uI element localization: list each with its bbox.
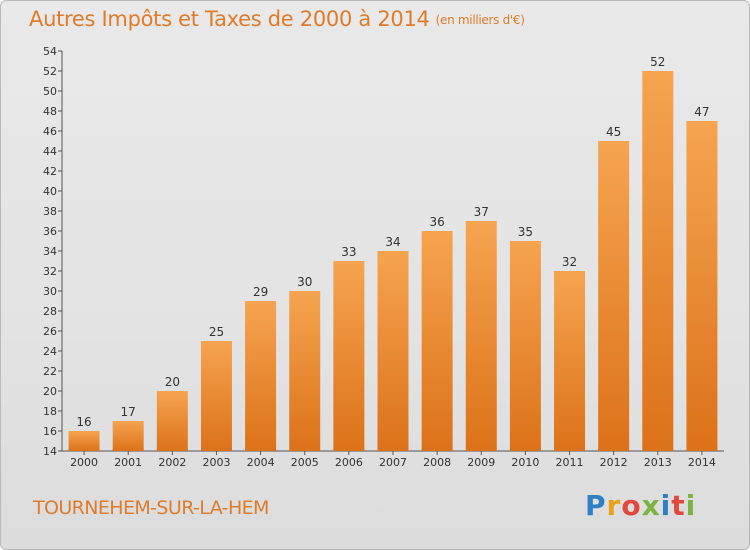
data-label-2009: 37 [474, 205, 489, 219]
y-tick-label: 48 [43, 105, 57, 118]
logo-letter: i [685, 489, 697, 522]
data-label-2010: 35 [518, 225, 533, 239]
bar-2007 [377, 251, 409, 451]
chart-subtitle: (en milliers d'€) [435, 13, 525, 27]
logo-letter: i [660, 489, 672, 522]
y-tick-label: 30 [43, 285, 57, 298]
y-tick-label: 46 [43, 125, 57, 138]
data-label-2012: 45 [606, 125, 621, 139]
bar-2006 [333, 261, 365, 451]
bar-2014 [686, 121, 718, 451]
bar-2002 [156, 391, 188, 451]
data-label-2013: 52 [650, 55, 665, 69]
y-tick-label: 28 [43, 305, 57, 318]
bar-2011 [554, 271, 586, 451]
bar-2012 [598, 141, 630, 451]
bar-2005 [289, 291, 321, 451]
x-tick-label-2003: 2003 [202, 456, 230, 469]
bar-2010 [509, 241, 541, 451]
town-name: TOURNEHEM-SUR-LA-HEM [33, 497, 269, 519]
y-tick-label: 24 [43, 345, 57, 358]
x-tick-label-2006: 2006 [335, 456, 363, 469]
y-tick-label: 14 [43, 445, 57, 458]
bar-2008 [421, 231, 453, 451]
data-label-2008: 36 [429, 215, 444, 229]
logo-letter: r [606, 489, 622, 522]
data-label-2004: 29 [253, 285, 268, 299]
y-tick-label: 38 [43, 205, 57, 218]
y-tick-label: 44 [43, 145, 57, 158]
y-tick-label: 26 [43, 325, 57, 338]
x-tick-label-2010: 2010 [511, 456, 539, 469]
y-tick-label: 50 [43, 85, 57, 98]
x-tick-label-2004: 2004 [247, 456, 275, 469]
data-label-2002: 20 [165, 375, 180, 389]
y-tick-label: 16 [43, 425, 57, 438]
logo-letter: P [585, 489, 607, 522]
data-label-2014: 47 [694, 105, 709, 119]
data-label-2007: 34 [385, 235, 400, 249]
bar-2009 [465, 221, 497, 451]
y-tick-label: 20 [43, 385, 57, 398]
bar-2013 [642, 71, 674, 451]
data-label-2000: 16 [76, 415, 91, 429]
bar-2004 [245, 301, 277, 451]
x-tick-label-2014: 2014 [688, 456, 716, 469]
bar-2000 [68, 431, 100, 451]
y-tick-label: 42 [43, 165, 57, 178]
data-label-2003: 25 [209, 325, 224, 339]
plot-area: 14 16 18 20 22 24 26 28 30 32 34 36 38 40 42 44 46 48 50 52… [43, 45, 724, 469]
logo-letter: t [671, 489, 686, 522]
x-tick-label-2005: 2005 [291, 456, 319, 469]
logo-letter: o [621, 489, 642, 522]
y-tick-label: 18 [43, 405, 57, 418]
y-tick-label: 52 [43, 65, 57, 78]
data-label-2001: 17 [121, 405, 136, 419]
y-tick-label: 40 [43, 185, 57, 198]
x-tick-label-2008: 2008 [423, 456, 451, 469]
data-label-2006: 33 [341, 245, 356, 259]
y-tick-label: 22 [43, 365, 57, 378]
proxiti-logo: Proxiti [585, 489, 696, 522]
data-label-2011: 32 [562, 255, 577, 269]
x-tick-label-2012: 2012 [600, 456, 628, 469]
x-tick-label-2001: 2001 [114, 456, 142, 469]
x-tick-label-2000: 2000 [70, 456, 98, 469]
x-tick-label-2013: 2013 [644, 456, 672, 469]
bar-2001 [112, 421, 144, 451]
y-tick-label: 54 [43, 45, 57, 58]
y-tick-label: 36 [43, 225, 57, 238]
data-label-2005: 30 [297, 275, 312, 289]
x-tick-label-2007: 2007 [379, 456, 407, 469]
x-tick-label-2009: 2009 [467, 456, 495, 469]
bar-2003 [200, 341, 232, 451]
x-tick-label-2002: 2002 [158, 456, 186, 469]
y-tick-label: 34 [43, 245, 57, 258]
logo-letter: x [641, 489, 661, 522]
x-tick-label-2011: 2011 [556, 456, 584, 469]
chart-title-text: Autres Impôts et Taxes de 2000 à 2014 [29, 7, 430, 31]
y-tick-label: 32 [43, 265, 57, 278]
chart-title: Autres Impôts et Taxes de 2000 à 2014 (en… [29, 7, 525, 31]
